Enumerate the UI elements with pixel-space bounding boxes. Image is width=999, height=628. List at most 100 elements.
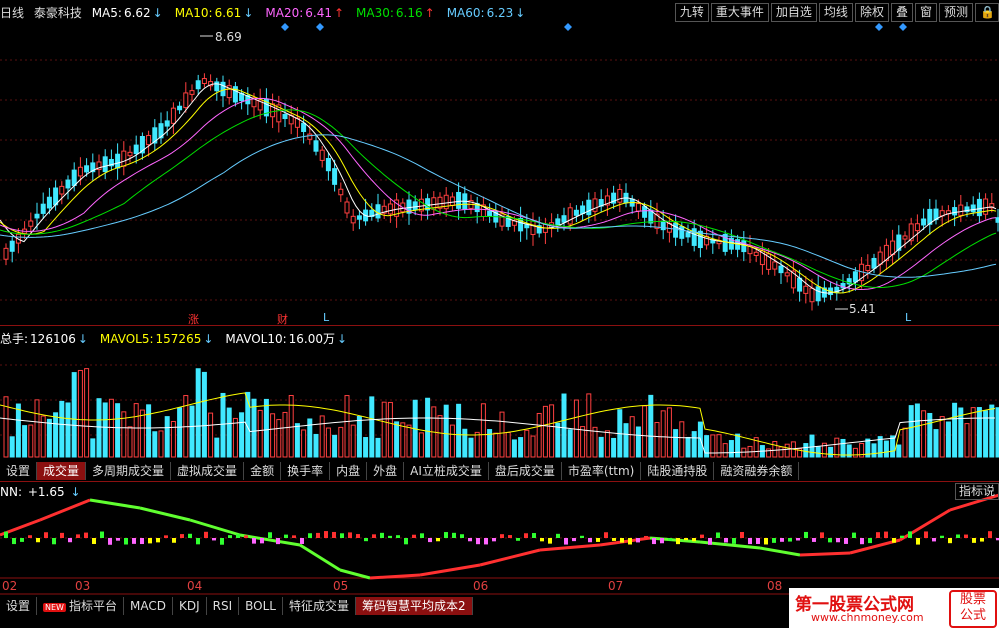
- indicator-help-button[interactable]: 指标说: [954, 483, 999, 500]
- candle-body: [356, 215, 362, 220]
- volume-bar: [263, 398, 269, 458]
- candle-body: [146, 134, 152, 146]
- candle-body: [691, 228, 697, 246]
- candle-body: [332, 168, 338, 185]
- candle-body: [487, 210, 493, 217]
- volume-tab-2[interactable]: 多周期成交量: [86, 462, 172, 480]
- major-events-button[interactable]: 重大事件: [710, 3, 769, 22]
- indicator-bar: [340, 533, 344, 538]
- indicator-bar: [836, 538, 840, 543]
- indicator-bar: [44, 532, 48, 538]
- volume-bar: [735, 433, 741, 458]
- lock-icon[interactable]: 🔒: [975, 3, 999, 22]
- volume-bar: [983, 410, 989, 458]
- indicator-line: [649, 536, 701, 544]
- vol-value: 126106: [30, 332, 76, 346]
- add-watchlist-button[interactable]: 加自选: [770, 3, 817, 22]
- forecast-button[interactable]: 预测: [938, 3, 973, 22]
- indicator-tab-2[interactable]: MACD: [124, 597, 173, 615]
- high-price-label: 8.69: [215, 30, 242, 44]
- window-button[interactable]: 窗: [914, 3, 937, 22]
- indicator-label: NN:: [0, 485, 22, 499]
- volume-bar: [387, 401, 393, 458]
- volume-tab-5[interactable]: 换手率: [281, 462, 331, 480]
- volume-bar: [71, 372, 77, 458]
- indicator-tab-3[interactable]: KDJ: [173, 597, 207, 615]
- volume-tab-4[interactable]: 金额: [244, 462, 282, 480]
- candle-body: [741, 240, 747, 253]
- volume-tab-10[interactable]: 市盈率(ttm): [562, 462, 642, 480]
- indicator-tab-4[interactable]: RSI: [207, 597, 240, 615]
- volume-bar: [995, 407, 999, 458]
- indicator-bar: [4, 531, 8, 538]
- indicator-bar: [20, 538, 24, 542]
- candle-body: [338, 188, 344, 196]
- event-diamond-icon[interactable]: [281, 23, 289, 31]
- ma-button[interactable]: 均线: [818, 3, 853, 22]
- vol-item-1: MAVOL5: 157265 ↓: [100, 332, 219, 346]
- ma-value: 6.23: [486, 6, 514, 20]
- indicator-bar: [580, 535, 584, 538]
- jiuzhuan-button[interactable]: 九转: [674, 3, 709, 22]
- indicator-line: [189, 518, 241, 537]
- candle-body: [84, 165, 90, 173]
- volume-tab-1[interactable]: 成交量: [37, 462, 87, 480]
- volume-tab-8[interactable]: AI立桩成交量: [404, 462, 489, 480]
- event-diamond-icon[interactable]: [875, 23, 883, 31]
- indicator-bar: [204, 531, 208, 538]
- event-diamond-icon[interactable]: [564, 23, 572, 31]
- volume-tab-11[interactable]: 陆股通持股: [641, 462, 715, 480]
- indicator-tab-5[interactable]: BOLL: [239, 597, 283, 615]
- volume-bar: [270, 413, 276, 458]
- event-diamond-icon[interactable]: [899, 23, 907, 31]
- volume-tab-9[interactable]: 盘后成交量: [489, 462, 562, 480]
- volume-bar: [846, 444, 852, 458]
- indicator-tab-7[interactable]: 筹码智慧平均成本2: [355, 597, 473, 615]
- indicator-bar: [892, 538, 896, 543]
- volume-tab-7[interactable]: 外盘: [367, 462, 405, 480]
- vol-item-0: 总手: 126106 ↓: [0, 332, 94, 346]
- volume-bar: [784, 443, 790, 458]
- indicator-bar: [108, 538, 112, 545]
- volume-bar: [307, 418, 313, 458]
- volume-bar: [425, 397, 431, 458]
- volume-tab-6[interactable]: 内盘: [330, 462, 368, 480]
- volume-bar: [170, 420, 176, 458]
- ma-arrow: ↑: [333, 6, 345, 20]
- volume-tab-0[interactable]: 设置: [0, 462, 38, 480]
- volume-bar: [914, 403, 920, 458]
- indicator-line: [89, 498, 141, 510]
- indicator-bar: [748, 538, 752, 545]
- indicator-tab-1[interactable]: NEW 指标平台: [37, 597, 124, 615]
- vol-label: 总手:: [0, 332, 29, 346]
- indicator-bar: [524, 533, 528, 538]
- ma-item-2: MA20: 6.41 ↑: [265, 6, 350, 20]
- indicator-bar: [452, 532, 456, 538]
- volume-bar: [945, 421, 951, 458]
- volume-bar: [908, 405, 914, 458]
- volume-bar: [666, 407, 672, 458]
- indicator-tab-6[interactable]: 特征成交量: [283, 597, 356, 615]
- indicator-line: [299, 543, 341, 572]
- volume-bar: [586, 393, 592, 458]
- indicator-tab-0[interactable]: 设置: [0, 597, 38, 615]
- volume-bar: [418, 432, 424, 458]
- event-diamond-icon[interactable]: [316, 23, 324, 31]
- overlay-button[interactable]: 叠: [890, 3, 913, 22]
- badge-line-1: 股票: [959, 592, 986, 607]
- volume-bar: [332, 434, 338, 458]
- indicator-bar: [812, 538, 816, 542]
- volume-bar: [716, 434, 722, 458]
- volume-tab-3[interactable]: 虚拟成交量: [171, 462, 245, 480]
- volume-bar: [201, 371, 207, 458]
- indicator-bar: [60, 532, 64, 538]
- volume-bar: [344, 395, 350, 458]
- candle-body: [449, 196, 455, 206]
- vol-label: MAVOL5:: [99, 332, 154, 346]
- ex-rights-button[interactable]: 除权: [854, 3, 889, 22]
- cai-marker: 财: [277, 313, 288, 326]
- ma-arrow: ↓: [515, 6, 526, 20]
- volume-tab-12[interactable]: 融资融券余额: [714, 462, 800, 480]
- volume-bar: [976, 407, 982, 458]
- ma-value: 6.41: [305, 6, 332, 20]
